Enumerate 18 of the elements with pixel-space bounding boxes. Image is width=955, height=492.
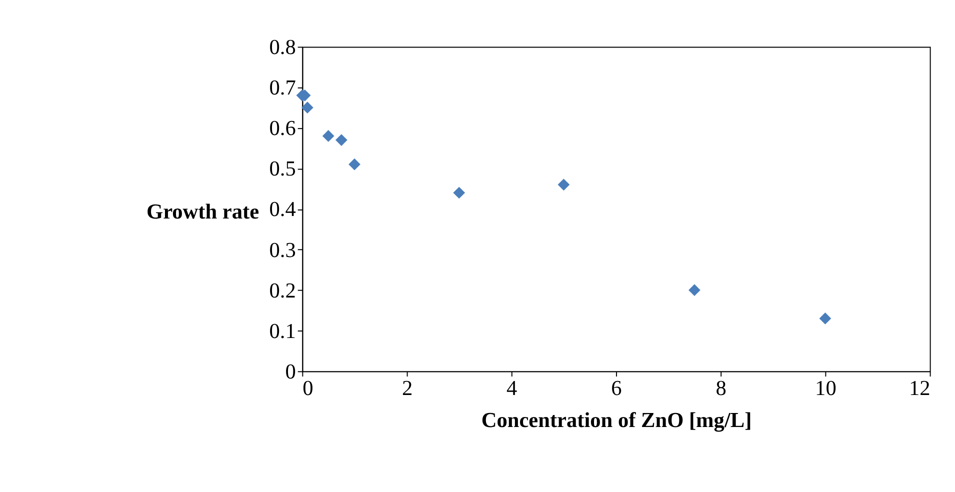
- y-axis-title: Growth rate: [146, 200, 260, 224]
- x-axis-title: Concentration of ZnO [mg/L]: [481, 408, 752, 432]
- y-tick-label: 0.4: [269, 197, 296, 222]
- y-tick-label: 0.7: [269, 76, 296, 100]
- x-tick-label: 2: [402, 376, 413, 400]
- x-tick-label: 8: [716, 376, 726, 400]
- y-tick-label: 0.6: [269, 116, 296, 140]
- y-tick-label: 0.2: [269, 278, 296, 302]
- x-tick-label: 12: [909, 376, 930, 400]
- x-tick-label: 4: [506, 376, 518, 400]
- y-tick-label: 0: [285, 359, 296, 384]
- x-tick-label: 10: [815, 376, 836, 400]
- x-tick-label: 0: [302, 376, 314, 400]
- y-tick-label: 0.1: [269, 318, 296, 343]
- y-tick-label: 0.3: [269, 238, 296, 262]
- y-tick-label: 0.8: [269, 35, 296, 59]
- x-tick-label: 6: [611, 376, 622, 400]
- y-tick-label: 0.5: [269, 156, 296, 181]
